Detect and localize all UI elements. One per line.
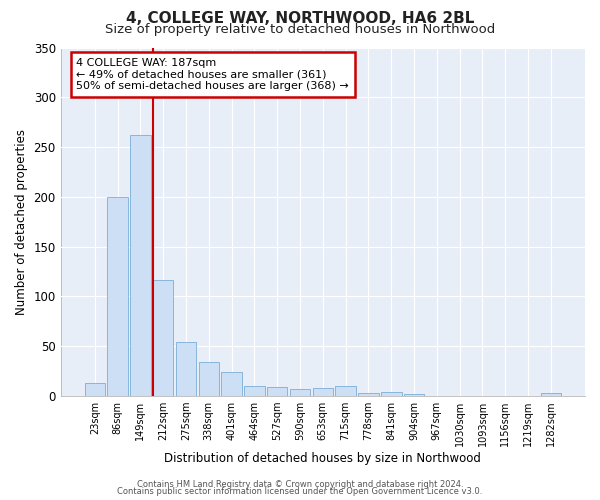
Text: 4, COLLEGE WAY, NORTHWOOD, HA6 2BL: 4, COLLEGE WAY, NORTHWOOD, HA6 2BL (126, 11, 474, 26)
Bar (221, 372, 242, 396)
Bar (130, 135, 151, 396)
Bar (358, 393, 379, 396)
Bar (153, 280, 173, 396)
Bar (107, 197, 128, 396)
X-axis label: Distribution of detached houses by size in Northwood: Distribution of detached houses by size … (164, 452, 481, 465)
Bar (541, 393, 561, 396)
Bar (199, 362, 219, 396)
Bar (381, 392, 401, 396)
Bar (313, 388, 333, 396)
Bar (290, 389, 310, 396)
Bar (244, 386, 265, 396)
Bar (85, 383, 105, 396)
Text: Size of property relative to detached houses in Northwood: Size of property relative to detached ho… (105, 22, 495, 36)
Text: 4 COLLEGE WAY: 187sqm
← 49% of detached houses are smaller (361)
50% of semi-det: 4 COLLEGE WAY: 187sqm ← 49% of detached … (76, 58, 349, 91)
Y-axis label: Number of detached properties: Number of detached properties (15, 129, 28, 315)
Bar (267, 387, 287, 396)
Text: Contains HM Land Registry data © Crown copyright and database right 2024.: Contains HM Land Registry data © Crown c… (137, 480, 463, 489)
Bar (335, 386, 356, 396)
Bar (176, 342, 196, 396)
Bar (404, 394, 424, 396)
Text: Contains public sector information licensed under the Open Government Licence v3: Contains public sector information licen… (118, 487, 482, 496)
